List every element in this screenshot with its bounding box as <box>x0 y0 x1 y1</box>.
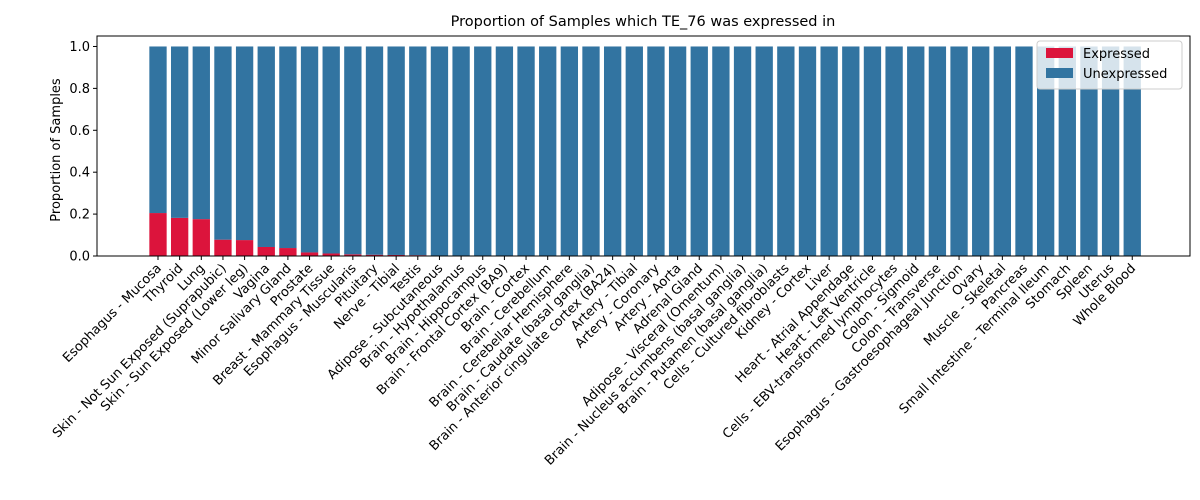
bar-unexpressed <box>344 46 362 255</box>
bar-expressed <box>387 254 405 256</box>
bar-unexpressed <box>1080 46 1098 256</box>
bar-unexpressed <box>409 46 427 256</box>
y-tick-label: 1.0 <box>69 40 90 55</box>
y-tick-label: 0.2 <box>69 208 90 223</box>
bar-unexpressed <box>1058 46 1076 256</box>
bar-unexpressed <box>733 46 752 256</box>
bar-unexpressed <box>474 46 492 256</box>
bar-unexpressed <box>279 46 297 249</box>
legend-label: Unexpressed <box>1083 67 1167 82</box>
bar-expressed <box>365 254 384 256</box>
bar-unexpressed <box>625 46 643 256</box>
bar-unexpressed <box>214 46 232 240</box>
y-tick-label: 0.8 <box>69 82 90 97</box>
bar-expressed <box>322 253 340 256</box>
bar-expressed <box>344 254 362 256</box>
bar-unexpressed <box>993 46 1012 256</box>
legend: Expressed Unexpressed <box>1036 40 1183 90</box>
bar-unexpressed <box>820 46 838 256</box>
bar-unexpressed <box>712 46 730 256</box>
bar-unexpressed <box>928 46 947 256</box>
bar-unexpressed <box>300 46 319 253</box>
bar-unexpressed <box>690 46 708 256</box>
bar-unexpressed <box>950 46 968 256</box>
bar-unexpressed <box>322 46 340 254</box>
bar-unexpressed <box>755 46 773 256</box>
bar-expressed <box>192 219 210 256</box>
bar-expressed <box>235 240 254 256</box>
bar-unexpressed <box>842 46 860 256</box>
y-tick-label: 0.6 <box>69 124 90 139</box>
bar-unexpressed <box>430 46 449 256</box>
bar-expressed <box>279 248 297 256</box>
legend-swatch <box>1046 48 1073 58</box>
bar-unexpressed <box>365 46 384 255</box>
bar-unexpressed <box>1123 46 1141 256</box>
bar-expressed <box>149 213 167 256</box>
legend-box <box>1036 40 1183 90</box>
bar-unexpressed <box>1036 46 1055 256</box>
y-tick-label: 0.0 <box>69 250 90 265</box>
legend-label: Expressed <box>1083 47 1150 62</box>
bar-unexpressed <box>582 46 600 256</box>
bar-unexpressed <box>192 46 210 220</box>
bar-expressed <box>170 217 189 256</box>
bar-unexpressed <box>387 46 405 255</box>
bar-unexpressed <box>603 46 622 256</box>
y-tick-label: 0.4 <box>69 166 90 181</box>
legend-swatch <box>1046 68 1073 78</box>
bar-expressed <box>300 252 319 256</box>
bar-unexpressed <box>257 46 275 247</box>
bar-unexpressed <box>560 46 579 256</box>
bar-unexpressed <box>495 46 514 256</box>
bar-unexpressed <box>452 46 470 256</box>
plot-frame <box>96 35 1191 257</box>
bar-unexpressed <box>149 46 167 214</box>
bar-expressed <box>214 239 232 256</box>
bar-unexpressed <box>1015 46 1033 256</box>
bar-unexpressed <box>885 46 903 256</box>
bars-layer <box>149 46 1141 256</box>
chart-title: Proportion of Samples which TE_76 was ex… <box>451 14 836 30</box>
bar-unexpressed <box>798 46 817 256</box>
bar-expressed <box>257 246 275 256</box>
bar-unexpressed <box>647 46 665 256</box>
bar-unexpressed <box>517 46 535 256</box>
bar-unexpressed <box>668 46 687 256</box>
bar-unexpressed <box>1101 46 1120 256</box>
bar-unexpressed <box>539 46 557 256</box>
y-axis: 0.0 0.2 0.4 0.6 0.8 1.0 <box>69 40 97 265</box>
y-axis-label: Proportion of Samples <box>49 78 64 222</box>
bar-unexpressed <box>972 46 990 256</box>
bar-unexpressed <box>907 46 925 256</box>
bar-unexpressed <box>863 46 882 256</box>
bar-unexpressed <box>235 46 254 241</box>
bar-unexpressed <box>777 46 795 256</box>
bar-unexpressed <box>170 46 189 218</box>
